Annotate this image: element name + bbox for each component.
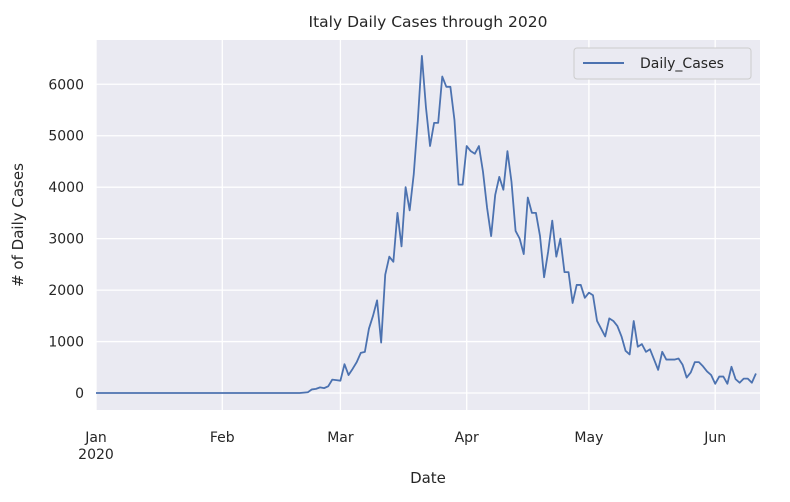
x-axis-title: Date (410, 469, 446, 487)
y-tick-label: 1000 (48, 335, 84, 351)
y-tick-label: 5000 (48, 129, 84, 145)
series-lines (96, 55, 757, 394)
x-tick-label: Jun (703, 430, 726, 446)
chart-title: Italy Daily Cases through 2020 (309, 13, 548, 31)
y-tick-label: 3000 (48, 232, 84, 248)
y-tick-label: 0 (75, 386, 84, 402)
y-tick-label: 4000 (48, 180, 84, 196)
x-tick-label: Apr (455, 430, 479, 446)
legend: Daily_Cases (573, 47, 752, 80)
grid (95, 40, 760, 410)
x-tick-label: Jan (84, 430, 107, 446)
series-line-daily-cases (96, 55, 757, 394)
y-tick-label: 2000 (48, 283, 84, 299)
legend-box (573, 47, 752, 80)
x-tick-label: May (574, 430, 603, 446)
plot-area (96, 40, 760, 410)
x-tick-label: Mar (327, 430, 354, 446)
y-axis-title: # of Daily Cases (9, 163, 27, 287)
y-tick-label: 6000 (48, 77, 84, 93)
y-tick-labels: 0 1000 2000 3000 4000 5000 6000 (48, 77, 84, 402)
legend-label-daily-cases: Daily_Cases (640, 56, 724, 72)
x-tick-sublabel: 2020 (78, 447, 114, 463)
x-tick-label: Feb (210, 430, 235, 446)
